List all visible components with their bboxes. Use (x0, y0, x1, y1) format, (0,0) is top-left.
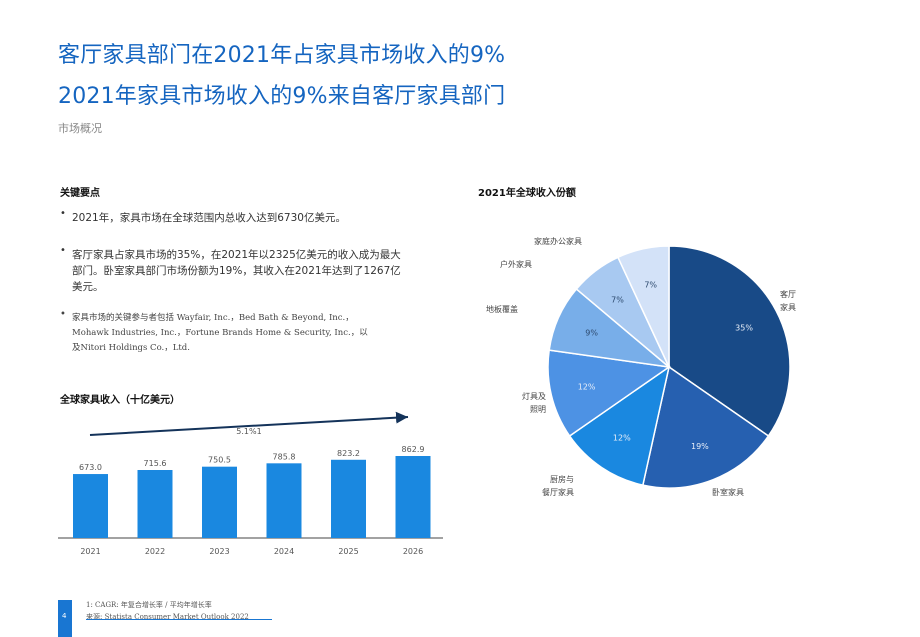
pie-slice (568, 365, 671, 487)
x-tick-label: 2024 (274, 547, 294, 556)
pie-chart-title: 2021年全球收入份额 (478, 188, 576, 199)
key-point-2: • 客厅家具占家具市场的35%，在2021年以2325亿美元的收入成为最大部门。… (60, 245, 410, 297)
bullet-marker: • (60, 208, 66, 219)
x-tick-label: 2023 (209, 547, 229, 556)
footnote-cagr: 1: CAGR: 年复合增长率 / 平均年增长率 (86, 601, 212, 609)
bar-value-label: 715.6 (144, 459, 167, 468)
key-point-2-text: 客厅家具占家具市场的35%，在2021年以2325亿美元的收入成为最大部门。卧室… (72, 249, 401, 293)
cagr-label: 5.1%1 (236, 427, 261, 436)
key-point-1-text: 2021年，家具市场在全球范围内总收入达到6730亿美元。 (72, 212, 346, 224)
bar-2022 (137, 469, 173, 538)
slice-category-label: 家庭办公家具 (534, 236, 582, 246)
footnote-underline (86, 619, 272, 620)
slice-category-label: 客厅家具 (780, 289, 796, 312)
key-point-3-text: 家具市场的关键参与者包括 Wayfair, Inc.，Bed Bath & Be… (72, 313, 368, 353)
x-tick-label: 2021 (80, 547, 100, 556)
slice-category-label: 卧室家具 (712, 487, 744, 497)
slice-category-label: 厨房与餐厅家具 (542, 474, 574, 497)
bar-2026 (395, 456, 431, 538)
bar-value-label: 823.2 (337, 449, 360, 458)
pie-slice (547, 349, 672, 438)
bar-2021 (73, 474, 108, 538)
page-number: 4 (62, 612, 67, 620)
page-title: 客厅家具部门在2021年占家具市场收入的9% (58, 43, 506, 68)
key-point-3: • 家具市场的关键参与者包括 Wayfair, Inc.，Bed Bath & … (60, 309, 410, 357)
bar-value-label: 862.9 (402, 445, 425, 454)
pie-slice (641, 365, 770, 489)
bar-chart-title: 全球家具收入（十亿美元） (60, 395, 180, 406)
slice-pct-label: 7% (611, 296, 624, 305)
slice-category-label: 户外家具 (500, 259, 532, 269)
bar-value-label: 750.5 (208, 456, 231, 465)
slice-pct-label: 12% (578, 383, 596, 392)
pie-slice (616, 245, 670, 368)
footer-accent-bar (58, 600, 72, 637)
cagr-arrow (89, 411, 409, 436)
bar-2024 (266, 463, 302, 538)
page-subtitle-title: 2021年家具市场收入的9%来自客厅家具部门 (58, 84, 506, 109)
slice-pct-label: 7% (644, 280, 657, 289)
slice-category-label: 地板覆盖 (486, 304, 518, 314)
slice-pct-label: 9% (585, 328, 598, 337)
x-tick-label: 2026 (403, 547, 423, 556)
section-label: 市场概况 (58, 122, 102, 135)
bar-value-label: 673.0 (79, 463, 102, 472)
key-points-heading: 关键要点 (60, 188, 100, 199)
slice-pct-label: 19% (691, 442, 709, 451)
key-point-1: • 2021年，家具市场在全球范围内总收入达到6730亿美元。 (60, 208, 410, 230)
bullet-marker: • (60, 309, 66, 320)
bullet-marker: • (60, 245, 66, 256)
slice-pct-label: 12% (613, 433, 631, 442)
footnote-source: 来源: Statista Consumer Market Outlook 202… (86, 613, 249, 621)
slice-pct-label: 35% (735, 324, 753, 333)
slice-category-label: 灯具及照明 (522, 391, 546, 414)
x-tick-label: 2022 (145, 547, 165, 556)
bar-2025 (331, 459, 366, 538)
x-tick-label: 2025 (338, 547, 358, 556)
bar-chart: 5.1%1 673.0 2021 715.6 2022 750.5 2023 785.8 20… (58, 411, 443, 556)
bar-value-label: 785.8 (273, 452, 296, 461)
bar-2023 (202, 466, 237, 538)
pie-slice (668, 245, 791, 438)
